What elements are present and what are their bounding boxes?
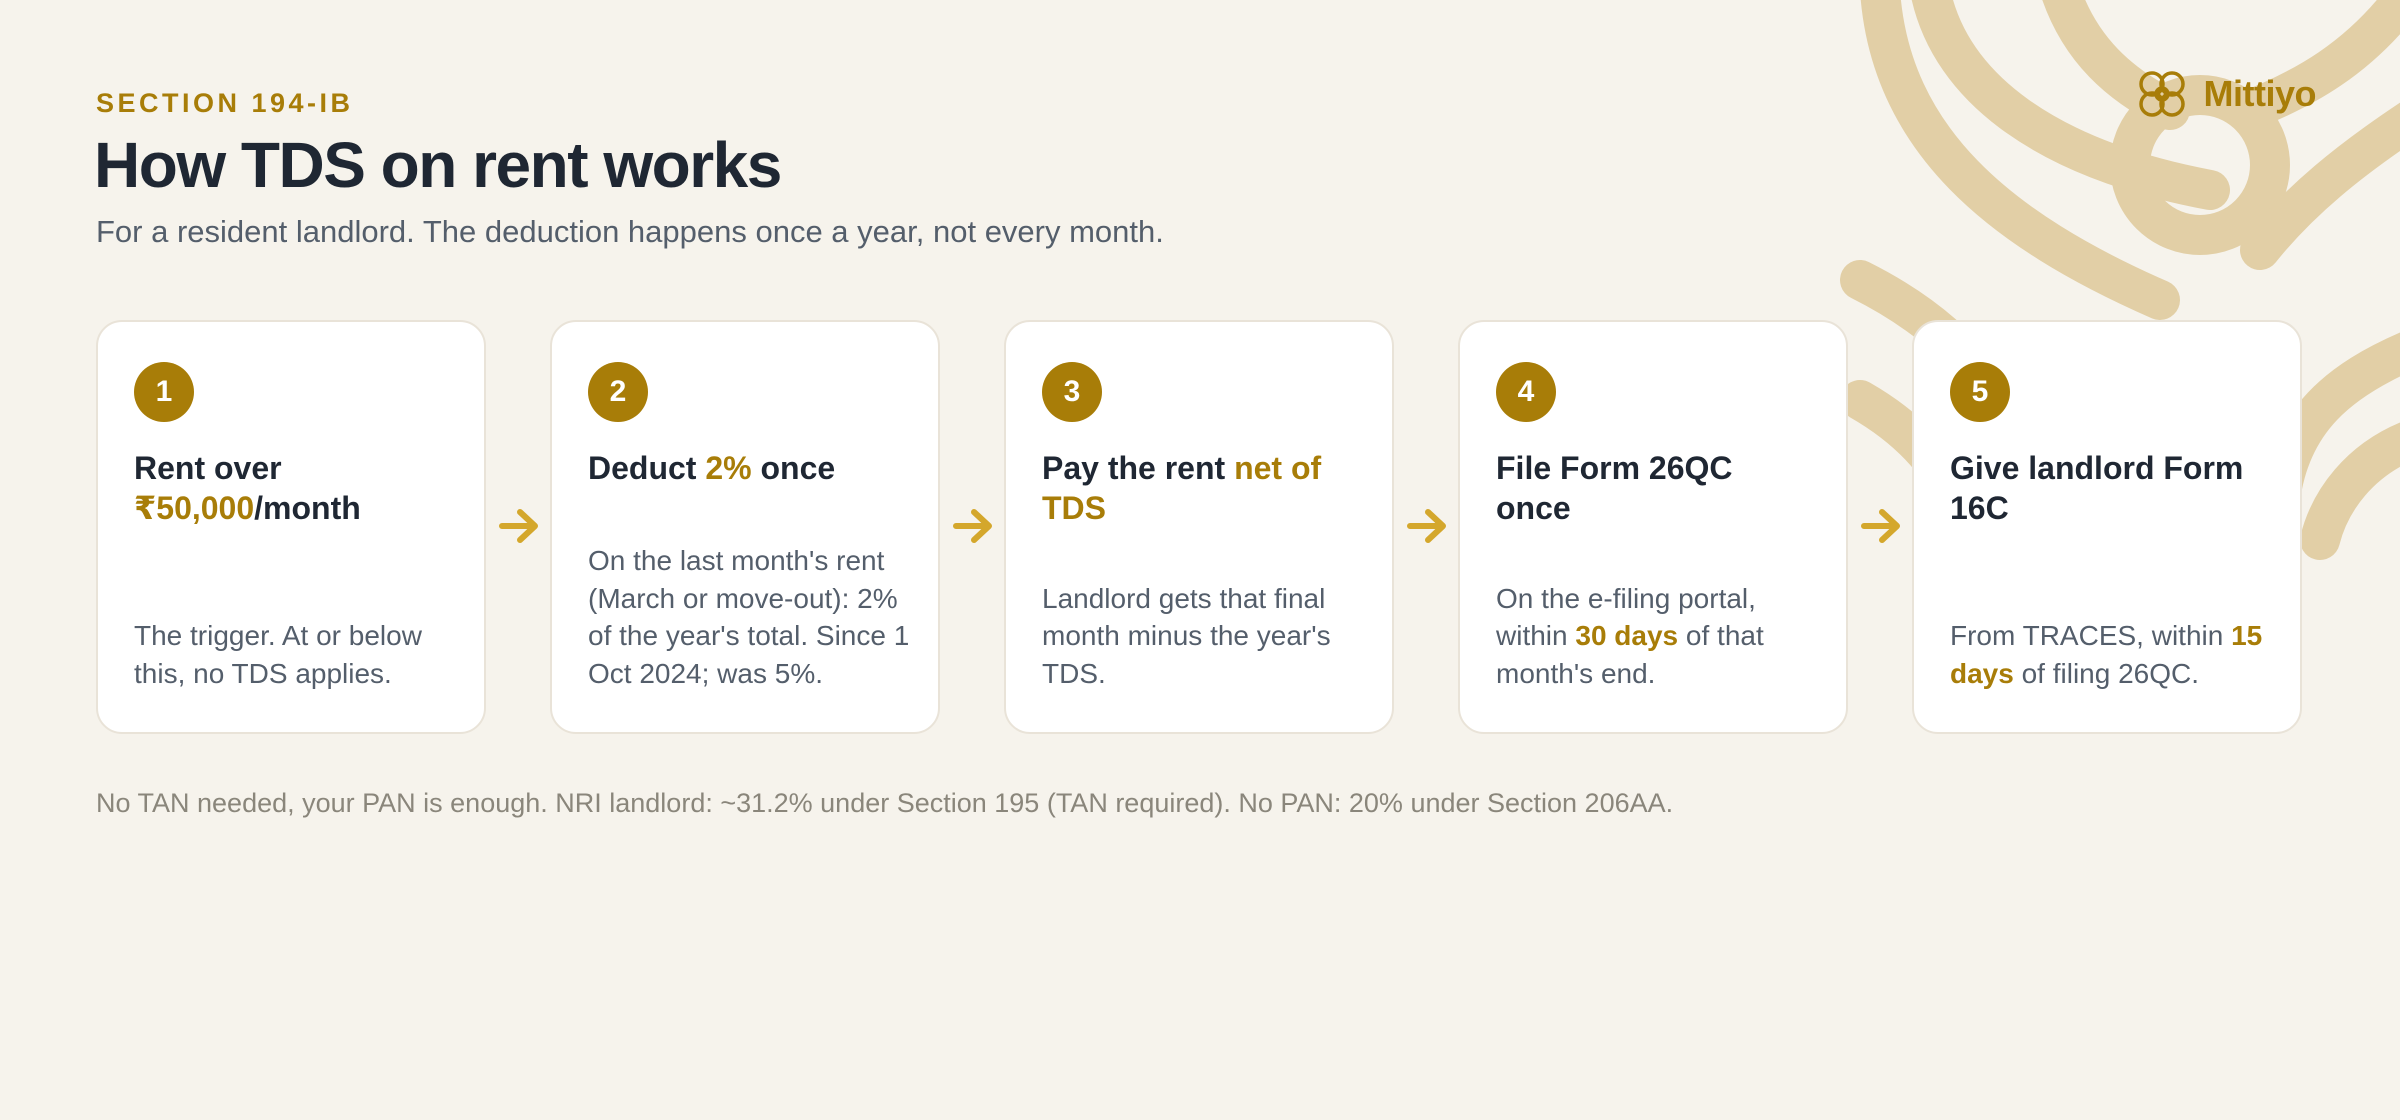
- step-number-badge: 3: [1042, 362, 1102, 422]
- step-title: Pay the rent net of TDS: [1042, 450, 1322, 526]
- step-title: Give landlord Form 16C: [1950, 450, 2244, 526]
- arrow-right-icon: [1407, 509, 1446, 543]
- step-number-badge: 1: [134, 362, 194, 422]
- step-description: On the e-filing portal, within 30 days o…: [1496, 582, 1764, 689]
- arrow-right-icon: [953, 509, 992, 543]
- arrow-right-icon: [499, 509, 538, 543]
- step-description: Landlord gets that final month minus the…: [1042, 582, 1331, 689]
- step-card-4: 4 File Form 26QC once On the e-filing po…: [1458, 320, 1848, 734]
- step-title: Deduct 2% once: [588, 450, 836, 486]
- step-title: Rent over ₹50,000/month: [134, 450, 361, 526]
- step-card-2: 2 Deduct 2% once On the last month's ren…: [550, 320, 940, 734]
- page-title: How TDS on rent works: [94, 129, 782, 201]
- arrow-right-icon: [1861, 509, 1900, 543]
- step-description: From TRACES, within 15 days of filing 26…: [1950, 620, 2263, 689]
- step-card-1: 1 Rent over ₹50,000/month The trigger. A…: [96, 320, 486, 734]
- section-eyebrow: SECTION 194-IB: [96, 88, 354, 118]
- brand-logo[interactable]: Mittiyo: [2134, 66, 2317, 122]
- step-description: On the last month's rent (March or move-…: [588, 545, 910, 689]
- step-card-3: 3 Pay the rent net of TDS Landlord gets …: [1004, 320, 1394, 734]
- footnote: No TAN needed, your PAN is enough. NRI l…: [96, 788, 1674, 818]
- step-card-5: 5 Give landlord Form 16C From TRACES, wi…: [1912, 320, 2302, 734]
- step-title: File Form 26QC once: [1496, 450, 1733, 526]
- page-subtitle: For a resident landlord. The deduction h…: [96, 214, 1164, 249]
- step-number-badge: 2: [588, 362, 648, 422]
- brand-name: Mittiyo: [2203, 73, 2317, 114]
- step-number-badge: 4: [1496, 362, 1556, 422]
- interlaced-knot-icon: [2138, 71, 2185, 117]
- step-number-badge: 5: [1950, 362, 2010, 422]
- step-description: The trigger. At or below this, no TDS ap…: [134, 620, 422, 689]
